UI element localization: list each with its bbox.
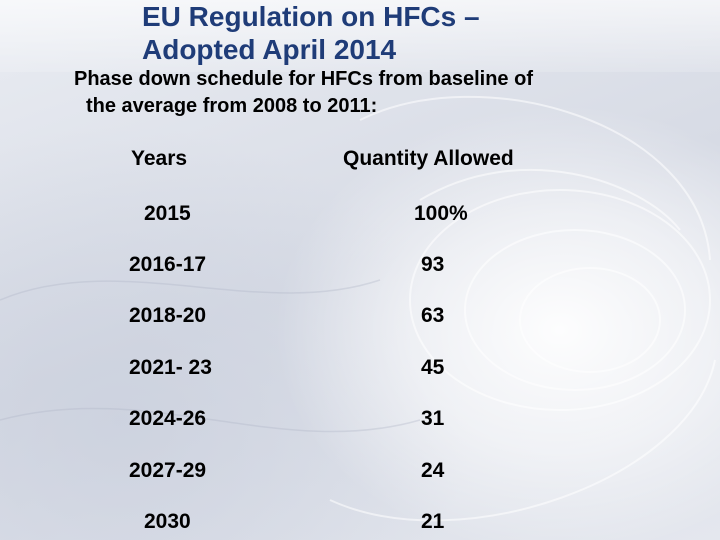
row-1-years: 2015 [144, 202, 191, 225]
slide-title: EU Regulation on HFCs – Adopted April 20… [142, 0, 480, 66]
row-6-years: 2027-29 [129, 459, 207, 482]
row-4-years: 2021- 23 [129, 356, 212, 379]
row-7-years: 2030 [144, 510, 191, 533]
row-3-quantity: 63 [421, 304, 445, 327]
row-2-quantity: 93 [421, 253, 445, 276]
row-4-quantity: 45 [421, 356, 445, 379]
title-line-2: Adopted April 2014 [142, 34, 397, 65]
header-years: Years [131, 147, 188, 170]
title-line-1: EU Regulation on HFCs – [142, 1, 480, 32]
title-band [0, 0, 720, 72]
row-2-years: 2016-17 [129, 253, 207, 276]
slide-subtitle: Phase down schedule for HFCs from baseli… [74, 66, 714, 120]
subtitle-line-1: Phase down schedule for HFCs from baseli… [74, 68, 533, 90]
row-1-quantity: 100% [414, 202, 468, 225]
row-3-years: 2018-20 [129, 304, 207, 327]
header-quantity: Quantity Allowed [343, 147, 514, 170]
row-5-quantity: 31 [421, 407, 445, 430]
row-7-quantity: 21 [421, 510, 445, 533]
row-6-quantity: 24 [421, 459, 445, 482]
row-5-years: 2024-26 [129, 407, 207, 430]
subtitle-line-2: the average from 2008 to 2011: [86, 95, 378, 117]
